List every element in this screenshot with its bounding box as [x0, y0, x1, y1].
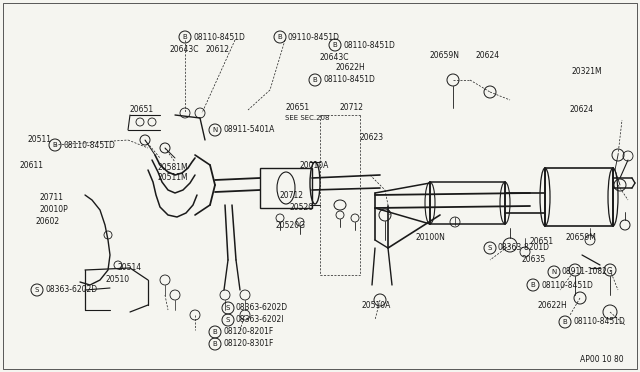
Text: B: B	[212, 329, 218, 335]
Text: 20612: 20612	[205, 45, 229, 55]
Text: 08363-6202I: 08363-6202I	[236, 315, 285, 324]
Text: 08110-8451D: 08110-8451D	[193, 32, 245, 42]
Text: 20651: 20651	[130, 106, 154, 115]
Text: 20712: 20712	[340, 103, 364, 112]
Text: 20643C: 20643C	[320, 54, 349, 62]
Text: 20010A: 20010A	[300, 160, 330, 170]
Text: 20510: 20510	[105, 276, 129, 285]
Text: AP00 10 80: AP00 10 80	[580, 356, 623, 365]
Text: 20520G: 20520G	[275, 221, 305, 230]
Text: S: S	[35, 287, 39, 293]
Text: 08120-8201F: 08120-8201F	[223, 327, 273, 337]
Text: 20511M: 20511M	[158, 173, 189, 183]
Text: 20622H: 20622H	[538, 301, 568, 310]
Text: 08120-8301F: 08120-8301F	[223, 340, 273, 349]
Text: S: S	[226, 305, 230, 311]
Text: N: N	[552, 269, 557, 275]
Text: S: S	[488, 245, 492, 251]
Text: 20611: 20611	[20, 160, 44, 170]
Bar	[260, 168, 312, 208]
Text: 08363-6202D: 08363-6202D	[45, 285, 97, 295]
Text: 08110-8451D: 08110-8451D	[573, 317, 625, 327]
Text: 20514: 20514	[118, 263, 142, 273]
Text: S: S	[226, 317, 230, 323]
Bar	[430, 182, 505, 224]
Text: 20622H: 20622H	[335, 64, 365, 73]
Text: SEE SEC.208: SEE SEC.208	[285, 115, 330, 121]
Text: 20624: 20624	[475, 51, 499, 60]
Text: 08110-8451D: 08110-8451D	[343, 41, 395, 49]
Text: B: B	[278, 34, 282, 40]
Text: 20643C: 20643C	[170, 45, 200, 55]
Text: 20651: 20651	[530, 237, 554, 247]
Text: B: B	[333, 42, 337, 48]
Text: 20510A: 20510A	[362, 301, 392, 310]
Text: 20321M: 20321M	[572, 67, 603, 77]
Text: 20511: 20511	[28, 135, 52, 144]
Text: B: B	[563, 319, 568, 325]
Text: 08911-1082G: 08911-1082G	[562, 267, 614, 276]
Text: 20635: 20635	[522, 256, 547, 264]
Text: 20651: 20651	[285, 103, 309, 112]
Text: 20581M: 20581M	[158, 164, 189, 173]
Text: 08363-6202D: 08363-6202D	[236, 304, 288, 312]
Text: 08110-8451D: 08110-8451D	[323, 76, 375, 84]
Text: 08363-8201D: 08363-8201D	[498, 244, 550, 253]
Text: 08911-5401A: 08911-5401A	[223, 125, 275, 135]
Text: B: B	[531, 282, 536, 288]
Text: 08110-8451D: 08110-8451D	[63, 141, 115, 150]
Text: 08110-8451D: 08110-8451D	[541, 280, 593, 289]
Text: 20623: 20623	[360, 134, 384, 142]
Text: 20711: 20711	[40, 193, 64, 202]
Text: 20010P: 20010P	[40, 205, 68, 215]
Text: B: B	[312, 77, 317, 83]
Text: 20712: 20712	[280, 190, 304, 199]
Text: 20100N: 20100N	[415, 234, 445, 243]
Text: B: B	[212, 341, 218, 347]
Text: B: B	[52, 142, 58, 148]
Text: 20659N: 20659N	[430, 51, 460, 60]
Text: 09110-8451D: 09110-8451D	[288, 32, 340, 42]
Text: 20659M: 20659M	[565, 234, 596, 243]
Text: 20602: 20602	[35, 218, 59, 227]
Text: N: N	[212, 127, 218, 133]
Text: 20624: 20624	[570, 106, 594, 115]
Text: B: B	[182, 34, 188, 40]
Bar	[545, 168, 613, 226]
Text: 20520: 20520	[290, 203, 314, 212]
